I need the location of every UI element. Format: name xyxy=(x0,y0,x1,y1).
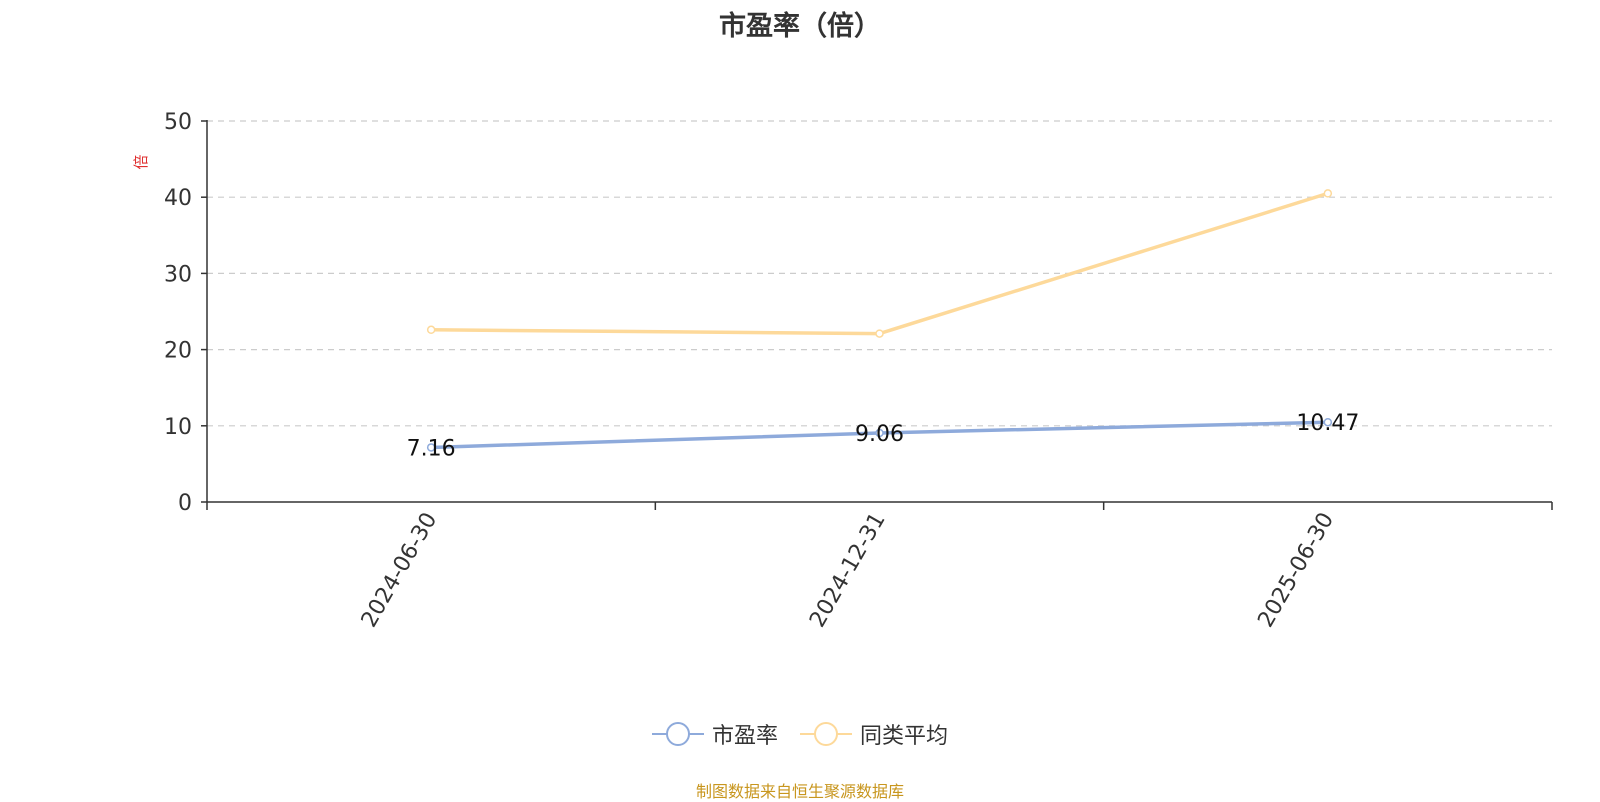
data-point xyxy=(426,325,436,335)
x-tick-label: 2024-12-31 xyxy=(805,509,891,632)
x-tick-label: 2025-06-30 xyxy=(1253,509,1339,632)
legend-item[interactable]: 同类平均 xyxy=(800,718,948,750)
legend: 市盈率 同类平均 xyxy=(0,718,1600,750)
y-tick-label: 10 xyxy=(164,415,192,440)
legend-marker-icon xyxy=(800,722,852,746)
series-line xyxy=(431,191,1329,336)
legend-label: 市盈率 xyxy=(711,724,778,749)
y-tick-label: 0 xyxy=(178,491,192,516)
legend-marker-icon xyxy=(651,722,704,746)
data-point xyxy=(875,329,884,338)
y-tick-label: 20 xyxy=(164,339,192,364)
data-point xyxy=(426,443,436,452)
y-tick-label: 50 xyxy=(164,110,192,135)
data-point xyxy=(1323,189,1333,198)
axes: 0 10 20 30 40 50 倍 2024-06-30 2024-12-31 2025-06-… xyxy=(132,110,1553,632)
data-labels: 7.16 9.06 10.47 xyxy=(407,411,1360,461)
chart-title: 市盈率（倍） xyxy=(719,11,881,42)
data-label: 10.47 xyxy=(1296,411,1359,436)
data-label: 9.06 xyxy=(855,422,904,447)
data-point xyxy=(1323,417,1333,427)
source-note: 制图数据来自恒生聚源数据库 xyxy=(695,782,904,801)
data-point xyxy=(875,428,884,438)
y-axis-title: 倍 xyxy=(132,154,150,169)
y-tick-label: 30 xyxy=(164,262,192,287)
x-tick-label: 2024-06-30 xyxy=(357,509,443,632)
data-label: 7.16 xyxy=(407,436,456,461)
series xyxy=(426,189,1333,452)
gridlines xyxy=(207,120,1552,427)
legend-item[interactable]: 市盈率 xyxy=(651,718,778,750)
legend-label: 同类平均 xyxy=(860,724,949,749)
y-tick-label: 40 xyxy=(164,186,192,211)
